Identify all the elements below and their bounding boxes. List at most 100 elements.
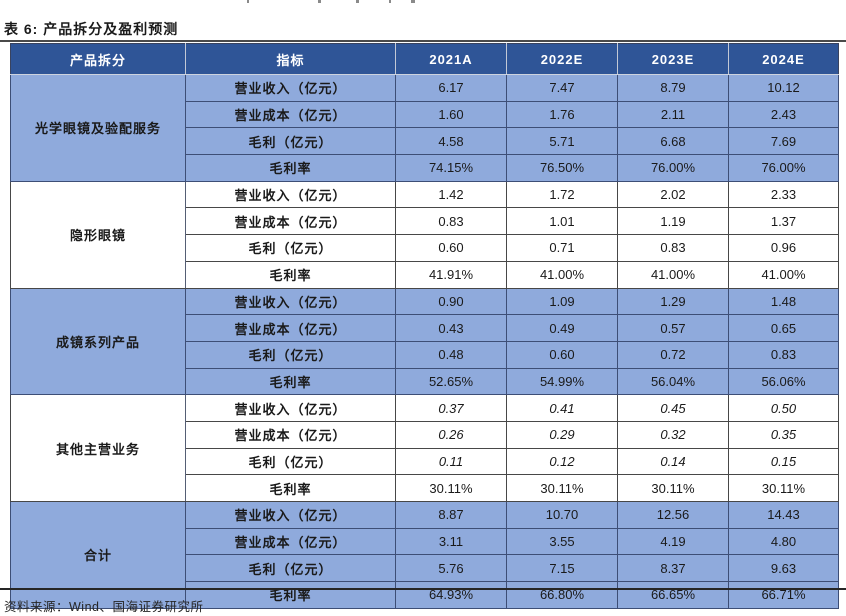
metric-cell: 营业收入（亿元） bbox=[185, 394, 396, 422]
value-cell: 0.15 bbox=[728, 447, 839, 476]
table-row: 毛利（亿元） 0.11 0.12 0.14 0.15 bbox=[11, 447, 839, 476]
value-cell: 5.71 bbox=[506, 127, 618, 156]
value-cell: 1.37 bbox=[728, 207, 839, 236]
value-cell: 4.58 bbox=[395, 127, 507, 156]
value-cell: 1.48 bbox=[728, 287, 839, 316]
table-row: 营业成本（亿元） 1.60 1.76 2.11 2.43 bbox=[11, 100, 839, 129]
value-cell: 41.00% bbox=[617, 260, 729, 289]
value-cell: 30.11% bbox=[728, 474, 839, 502]
group-label-cell: 其他主营业务 bbox=[10, 394, 186, 502]
value-cell: 0.83 bbox=[395, 207, 507, 236]
table-header-row: 产品拆分 指标 2021A 2022E 2023E 2024E bbox=[10, 43, 839, 75]
metric-cell: 营业收入（亿元） bbox=[185, 180, 396, 209]
value-cell: 64.93% bbox=[395, 581, 507, 609]
table-row: 光学眼镜及验配服务 营业收入（亿元） 6.17 7.47 8.79 10.12 bbox=[10, 74, 839, 182]
value-cell: 9.63 bbox=[728, 554, 839, 583]
value-cell: 12.56 bbox=[617, 501, 729, 529]
value-cell: 2.43 bbox=[728, 100, 839, 129]
value-cell: 76.00% bbox=[728, 154, 839, 182]
metric-cell: 营业成本（亿元） bbox=[185, 420, 396, 449]
value-cell: 54.99% bbox=[506, 367, 618, 396]
value-cell: 8.87 bbox=[395, 501, 507, 529]
product-breakdown-forecast-table: 产品拆分 指标 2021A 2022E 2023E 2024E 光学眼镜及验配服务 营业收入… bbox=[10, 43, 839, 609]
column-header: 2022E bbox=[506, 43, 618, 75]
value-cell: 1.42 bbox=[395, 180, 507, 209]
table-row: 营业成本（亿元） 0.83 1.01 1.19 1.37 bbox=[11, 207, 839, 236]
value-cell: 76.00% bbox=[617, 154, 729, 182]
table-row: 营业成本（亿元） 0.43 0.49 0.57 0.65 bbox=[11, 314, 839, 342]
value-cell: 0.72 bbox=[617, 340, 729, 369]
value-cell: 0.83 bbox=[728, 340, 839, 369]
table-row: 其他主营业务 营业收入（亿元） 0.37 0.41 0.45 0.50 bbox=[10, 394, 839, 502]
value-cell: 10.70 bbox=[506, 501, 618, 529]
value-cell: 0.14 bbox=[617, 447, 729, 476]
clipped-text-remnant bbox=[356, 0, 359, 3]
value-cell: 0.57 bbox=[617, 314, 729, 342]
value-cell: 0.49 bbox=[506, 314, 618, 342]
group-label-cell: 成镜系列产品 bbox=[10, 287, 186, 396]
forecast-table-wrapper: 产品拆分 指标 2021A 2022E 2023E 2024E 光学眼镜及验配服务 营业收入… bbox=[10, 43, 839, 609]
clipped-text-remnant bbox=[318, 0, 321, 3]
value-cell: 4.19 bbox=[617, 527, 729, 556]
value-cell: 0.26 bbox=[395, 420, 507, 449]
value-cell: 0.35 bbox=[728, 420, 839, 449]
value-cell: 41.00% bbox=[506, 260, 618, 289]
metric-cell: 营业成本（亿元） bbox=[185, 207, 396, 236]
value-cell: 3.11 bbox=[395, 527, 507, 556]
column-header: 2021A bbox=[395, 43, 507, 75]
value-cell: 30.11% bbox=[395, 474, 507, 502]
value-cell: 2.33 bbox=[728, 180, 839, 209]
table-row: 合计 营业收入（亿元） 8.87 10.70 12.56 14.43 bbox=[10, 501, 839, 609]
value-cell: 4.80 bbox=[728, 527, 839, 556]
clipped-text-remnant bbox=[247, 0, 249, 3]
value-cell: 0.96 bbox=[728, 234, 839, 262]
value-cell: 41.00% bbox=[728, 260, 839, 289]
metric-cell: 毛利（亿元） bbox=[185, 234, 396, 262]
value-cell: 52.65% bbox=[395, 367, 507, 396]
value-cell: 41.91% bbox=[395, 260, 507, 289]
value-cell: 5.76 bbox=[395, 554, 507, 583]
table-row: 毛利（亿元） 0.48 0.60 0.72 0.83 bbox=[11, 340, 839, 369]
metric-cell: 营业收入（亿元） bbox=[185, 501, 396, 529]
value-cell: 6.17 bbox=[395, 74, 507, 102]
value-cell: 0.60 bbox=[506, 340, 618, 369]
column-header: 指标 bbox=[185, 43, 396, 75]
value-cell: 7.47 bbox=[506, 74, 618, 102]
value-cell: 0.41 bbox=[506, 394, 618, 422]
value-cell: 1.01 bbox=[506, 207, 618, 236]
value-cell: 66.80% bbox=[506, 581, 618, 609]
metric-cell: 营业收入（亿元） bbox=[185, 74, 396, 102]
value-cell: 2.02 bbox=[617, 180, 729, 209]
value-cell: 66.65% bbox=[617, 581, 729, 609]
metric-cell: 毛利（亿元） bbox=[185, 127, 396, 156]
metric-cell: 营业成本（亿元） bbox=[185, 100, 396, 129]
source-note: 资料来源：Wind、国海证券研究所 bbox=[4, 600, 204, 614]
value-cell: 0.60 bbox=[395, 234, 507, 262]
value-cell: 30.11% bbox=[506, 474, 618, 502]
value-cell: 74.15% bbox=[395, 154, 507, 182]
value-cell: 1.72 bbox=[506, 180, 618, 209]
value-cell: 1.19 bbox=[617, 207, 729, 236]
value-cell: 76.50% bbox=[506, 154, 618, 182]
clipped-text-remnant bbox=[411, 0, 415, 3]
metric-cell: 毛利率 bbox=[185, 367, 396, 396]
table-row: 毛利（亿元） 0.60 0.71 0.83 0.96 bbox=[11, 234, 839, 262]
value-cell: 1.76 bbox=[506, 100, 618, 129]
group-label-cell: 合计 bbox=[10, 501, 186, 609]
value-cell: 0.90 bbox=[395, 287, 507, 316]
table-row: 毛利率 41.91% 41.00% 41.00% 41.00% bbox=[11, 260, 839, 289]
value-cell: 0.37 bbox=[395, 394, 507, 422]
value-cell: 8.79 bbox=[617, 74, 729, 102]
metric-cell: 毛利率 bbox=[185, 260, 396, 289]
value-cell: 1.09 bbox=[506, 287, 618, 316]
table-row: 毛利（亿元） 4.58 5.71 6.68 7.69 bbox=[11, 127, 839, 156]
metric-cell: 毛利（亿元） bbox=[185, 554, 396, 583]
value-cell: 14.43 bbox=[728, 501, 839, 529]
value-cell: 0.29 bbox=[506, 420, 618, 449]
metric-cell: 营业成本（亿元） bbox=[185, 527, 396, 556]
value-cell: 0.83 bbox=[617, 234, 729, 262]
value-cell: 0.12 bbox=[506, 447, 618, 476]
table-title: 表 6: 产品拆分及盈利预测 bbox=[4, 21, 179, 37]
value-cell: 56.04% bbox=[617, 367, 729, 396]
value-cell: 3.55 bbox=[506, 527, 618, 556]
